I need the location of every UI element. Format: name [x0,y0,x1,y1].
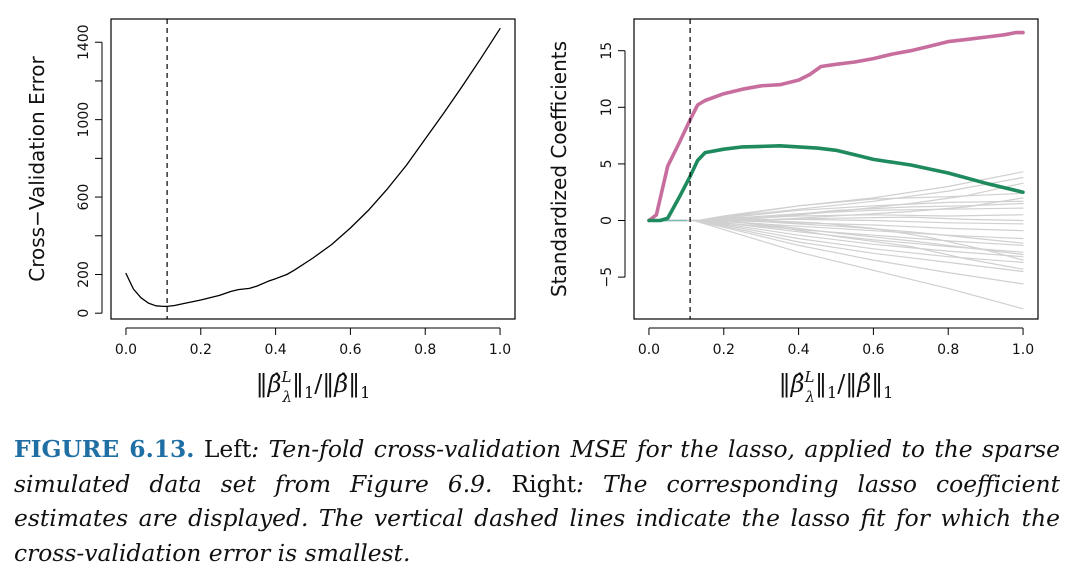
y-tick-label: 5 [599,159,615,168]
x-tick-label: 0.4 [787,342,809,358]
series-line-22 [648,219,1024,270]
y-tick-label: 1000 [76,102,92,138]
x-tick-label: 0.6 [339,342,361,358]
y-axis-title: Standardized Coefficients [547,41,571,297]
left-panel: 0.0 0.2 0.4 0.6 0.8 1.0 0 200 600 1000 1400 Cross−V… [25,18,516,406]
plot-box [633,18,1039,320]
figure-label: FIGURE 6.13. [14,435,195,463]
y-tick-label: 0 [76,309,92,318]
series-line-2 [647,144,1025,223]
y-axis-title: Cross−Validation Error [25,56,49,282]
y-tick-label: 15 [599,42,615,60]
x-tick-label: 0.2 [190,342,212,358]
figure-caption: FIGURE 6.13. Left: Ten-fold cross-valida… [14,432,1060,570]
x-tick-label: 0.4 [264,342,286,358]
series-line-26 [648,219,1024,261]
x-tick-label: 1.0 [1012,342,1034,358]
x-axis-title: ‖β̂L λ‖1/‖β̂‖1 [779,368,894,406]
x-tick-label: 0.2 [713,342,735,358]
x-tick-label: 0.8 [937,342,959,358]
y-tick-label: 1400 [76,24,92,60]
y-tick-label: 200 [76,261,92,288]
x-tick-label: 0.6 [862,342,884,358]
y-tick-label: 10 [599,98,615,116]
caption-right-text: : The corresponding lasso coefficient es… [14,469,1060,567]
x-tick-label: 0.0 [638,342,660,358]
x-tick-label: 1.0 [489,342,511,358]
series-line-4 [648,176,1024,222]
x-axis-title: ‖β̂L λ‖1/‖β̂‖1 [256,368,371,406]
series-line-1 [125,28,501,308]
y-tick-label: 0 [599,216,615,225]
right-panel: 0.0 0.2 0.4 0.6 0.8 1.0 −5 0 5 10 15 Standardized C… [547,18,1039,406]
plot-box [110,18,516,320]
x-tick-label: 0.8 [414,342,436,358]
caption-left-text: : Ten-fold cross-validation MSE for the … [14,435,1061,498]
x-tick-label: 0.0 [115,342,137,358]
caption-left-label: Left [203,435,252,463]
caption-right-label: Right [511,469,577,498]
y-tick-label: −5 [599,267,615,288]
y-tick-label: 600 [76,184,92,211]
series-line-1 [647,30,1025,223]
